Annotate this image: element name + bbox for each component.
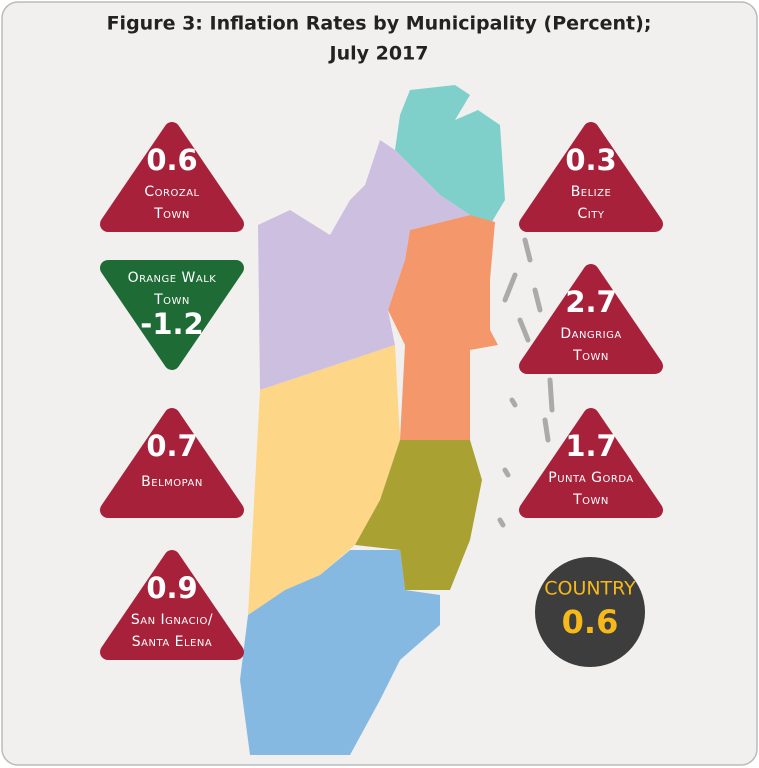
- municipality-value: -1.2: [140, 307, 203, 341]
- municipality-name: Town: [153, 292, 190, 308]
- municipality-name: Corozal: [144, 184, 199, 200]
- municipality-value: 0.3: [565, 143, 616, 177]
- marker-triangle: [519, 264, 663, 374]
- country-badge: [535, 557, 645, 667]
- municipality-value: 0.6: [146, 143, 197, 177]
- municipality-value: 2.7: [565, 285, 616, 319]
- marker-triangle: [519, 122, 663, 232]
- markers: 0.6 Corozal Town 0.3 Belize City Orange Walk To…: [100, 122, 663, 660]
- district: [248, 345, 400, 615]
- marker-triangle: [100, 408, 244, 518]
- marker-triangle: [100, 122, 244, 232]
- marker-triangle: [100, 550, 244, 660]
- district: [395, 85, 505, 225]
- municipality-name: Town: [572, 348, 609, 364]
- map: [240, 85, 555, 755]
- title-line: Figure 3: Inflation Rates by Municipalit…: [107, 13, 652, 35]
- marker-triangle: [100, 260, 244, 370]
- municipality-name: San Ignacio/: [131, 612, 213, 628]
- district: [258, 140, 470, 390]
- district: [388, 215, 498, 440]
- municipality-name: Belmopan: [141, 474, 203, 490]
- country-label: COUNTRY: [544, 578, 636, 600]
- marker-triangle: [519, 408, 663, 518]
- district: [240, 550, 440, 755]
- municipality-name: Town: [153, 206, 190, 222]
- cayes: [497, 237, 555, 528]
- municipality-name: Dangriga: [560, 326, 621, 342]
- municipality-name: Orange Walk: [128, 270, 217, 286]
- country-value: 0.6: [562, 603, 619, 641]
- title-line: July 2017: [328, 43, 429, 65]
- municipality-value: 1.7: [565, 429, 616, 463]
- district: [355, 440, 482, 590]
- municipality-name: Town: [572, 492, 609, 508]
- municipality-name: City: [578, 206, 605, 222]
- municipality-name: Belize: [571, 184, 612, 200]
- municipality-value: 0.9: [146, 571, 197, 605]
- municipality-value: 0.7: [146, 429, 197, 463]
- municipality-name: Punta Gorda: [548, 470, 633, 486]
- municipality-name: Santa Elena: [132, 634, 212, 650]
